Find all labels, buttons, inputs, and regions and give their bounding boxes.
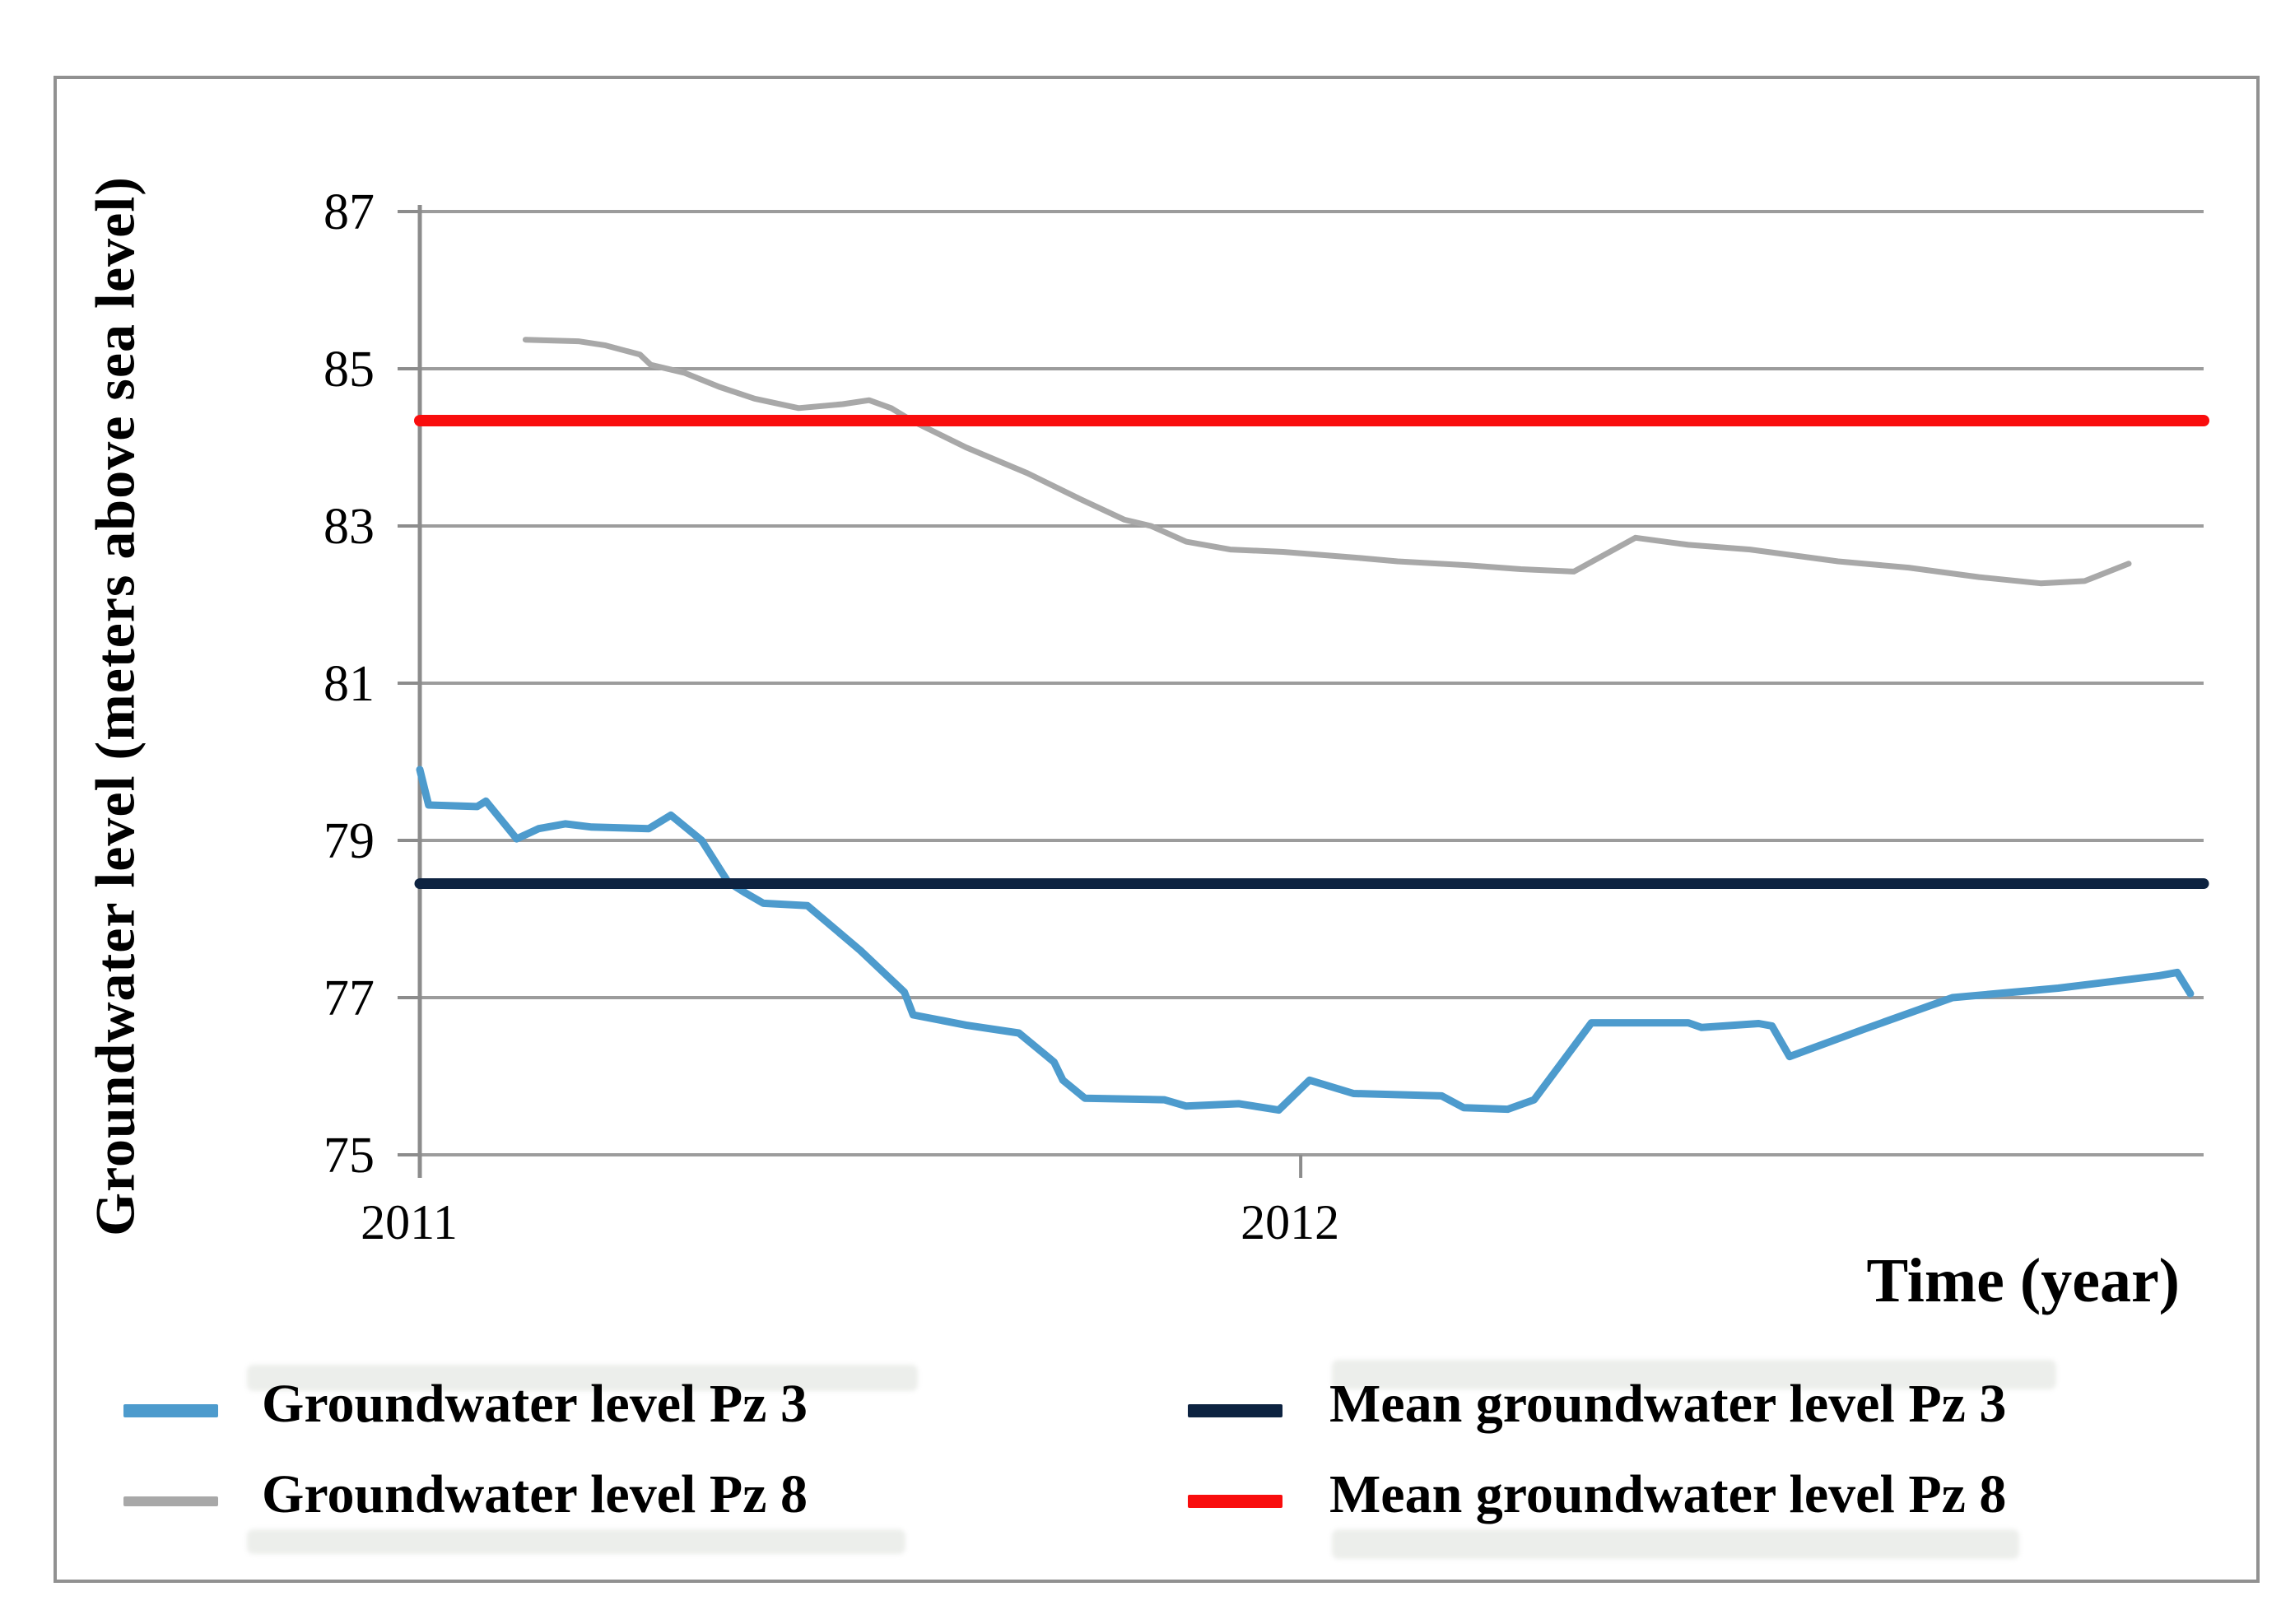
legend-label-pz8: Groundwater level Pz 8 [262,1464,808,1524]
y-tick-label-87: 87 [324,184,375,240]
ghost-text-smudge [247,1365,918,1391]
legend-swatch-mean-pz8 [1188,1495,1282,1508]
y-tick-label-81: 81 [324,656,375,712]
legend-swatch-mean-pz3 [1188,1404,1282,1417]
ghost-text-smudge [1332,1360,2056,1389]
ghost-text-smudge [247,1529,905,1554]
y-tick-label-85: 85 [324,342,375,398]
legend-item-pz8: Groundwater level Pz 8 [123,1463,808,1526]
legend-item-mean-pz8: Mean groundwater level Pz 8 [1188,1463,2006,1526]
legend-label-mean-pz8: Mean groundwater level Pz 8 [1329,1464,2007,1524]
legend-item-pz3: Groundwater level Pz 3 [123,1373,808,1436]
x-tick-label-2012: 2012 [1241,1195,1340,1249]
y-tick-label-77: 77 [324,970,375,1026]
series-line-pz3 [416,765,2195,1114]
series-line-pz8 [522,337,2132,587]
y-tick-label-75: 75 [324,1128,375,1184]
legend-swatch-pz3 [123,1404,218,1417]
legend-item-mean-pz3: Mean groundwater level Pz 3 [1188,1373,2006,1436]
y-tick-label-83: 83 [324,499,375,555]
legend-label-mean-pz3: Mean groundwater level Pz 3 [1329,1374,2007,1434]
legend-label-pz3: Groundwater level Pz 3 [262,1374,808,1434]
y-axis-title: Groundwater level (meters above sea leve… [83,176,147,1236]
ghost-text-smudge [1332,1529,2019,1559]
x-axis-title: Time (year) [1866,1246,2180,1315]
y-tick-label-79: 79 [324,813,375,869]
legend-swatch-pz8 [123,1496,218,1506]
x-tick-label-2011: 2011 [361,1195,458,1249]
